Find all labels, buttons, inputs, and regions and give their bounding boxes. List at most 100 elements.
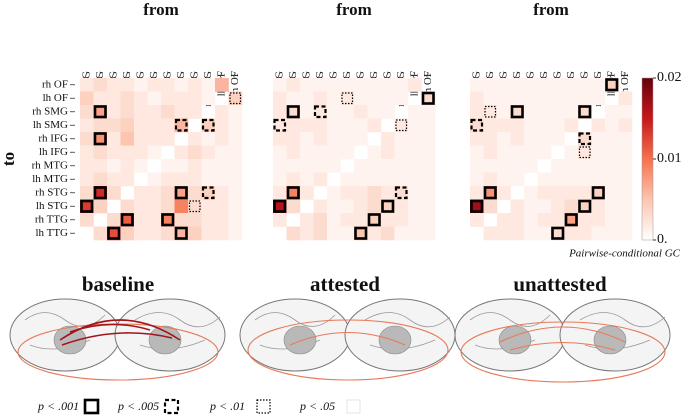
chart-title: from (143, 0, 179, 19)
heatmap-cell (80, 199, 94, 214)
legend-swatch (163, 398, 180, 415)
heatmap-cell (107, 91, 121, 106)
x-tick (331, 72, 335, 78)
heatmap-cell (147, 186, 162, 200)
heatmap-cell (591, 145, 606, 160)
heatmap-cell (605, 118, 619, 133)
x-tick (277, 72, 281, 78)
significance-box (188, 200, 201, 213)
heatmap-cell (93, 172, 108, 187)
heatmap-cell (408, 78, 422, 92)
heatmap-cell (107, 132, 121, 146)
heatmap-cell (354, 105, 368, 119)
heatmap-cell (201, 145, 216, 160)
x-tick (542, 72, 545, 78)
heatmap-cell (551, 186, 565, 200)
heatmap-cell (93, 105, 108, 119)
heatmap-cell (286, 145, 301, 160)
heatmap-cell (591, 226, 606, 241)
heatmap-cell (134, 226, 148, 241)
heatmap-cell (215, 159, 229, 173)
colorbar-tick-label: 0.02 (657, 70, 682, 85)
heatmap-cell (134, 91, 148, 106)
heatmap-cell (286, 118, 301, 133)
heatmap-cell (174, 172, 189, 187)
heatmap-cell (174, 105, 189, 119)
heatmap-cell (510, 172, 525, 187)
heatmap-cell (286, 78, 301, 92)
significance-box (591, 186, 605, 200)
significance-box (510, 105, 524, 119)
significance-box (484, 105, 497, 118)
x-tick (474, 72, 478, 78)
heatmap-cell (93, 118, 108, 133)
heatmap-cell (354, 159, 368, 173)
heatmap-cell (188, 78, 202, 92)
heatmap-cell (354, 91, 368, 106)
heatmap-cell (228, 91, 243, 106)
chart-title: from (336, 0, 372, 19)
heatmap-cell (381, 172, 395, 187)
heatmap-cell (510, 105, 525, 119)
heatmap-cell (367, 159, 382, 173)
heatmap-cell (327, 186, 341, 200)
heatmap-cell (524, 213, 538, 227)
heatmap-cell (327, 78, 341, 92)
heatmap-cell (120, 199, 135, 214)
heatmap-cell (188, 91, 202, 106)
heatmap-cell (524, 91, 538, 106)
heatmap-cell (161, 226, 175, 241)
significance-box (161, 213, 175, 227)
heatmap-cell (286, 226, 301, 241)
significance-box (578, 146, 591, 159)
heatmap-cell (551, 226, 565, 241)
heatmap-cell (421, 186, 436, 200)
heatmap-cell (286, 91, 301, 106)
heatmap-cell (354, 213, 368, 227)
heatmap-cell (188, 226, 202, 241)
heatmap-cell (147, 105, 162, 119)
heatmap-cell (618, 159, 633, 173)
heatmap-cell (327, 213, 341, 227)
heatmap-cell (408, 213, 422, 227)
heatmap-cell (340, 91, 355, 106)
heatmap-cell (564, 78, 579, 92)
heatmap-cell (394, 132, 409, 146)
heatmap-cell (591, 91, 606, 106)
colorbar-label: Pairwise-conditional GC (568, 248, 681, 260)
heatmap-cell (120, 118, 135, 133)
heatmap-cell (215, 186, 229, 200)
heatmap-cell (578, 78, 592, 92)
x-tick (233, 72, 236, 78)
heatmap-cell (340, 78, 355, 92)
colorbar (641, 77, 654, 241)
heatmap-cell (497, 132, 511, 146)
heatmap-cell (470, 145, 484, 160)
heatmap-cell (313, 226, 328, 241)
heatmap-cell (273, 132, 287, 146)
heatmap-cell (408, 226, 422, 241)
heatmap-cell (381, 78, 395, 92)
heatmap-cell (421, 199, 436, 214)
heatmap-cell (483, 105, 498, 119)
heatmap-cell (381, 145, 395, 160)
heatmap-cell (107, 105, 121, 119)
heatmap-cell (80, 91, 94, 106)
heatmap-cell (537, 186, 552, 200)
heatmap-cell (93, 199, 108, 214)
y-tick-label: rh OF (42, 78, 68, 90)
heatmap-cell (605, 213, 619, 227)
heatmap-cell (228, 213, 243, 227)
heatmap-cell (80, 132, 94, 146)
heatmap-cell (618, 145, 633, 160)
x-tick (192, 72, 196, 78)
heatmap-cell (354, 118, 368, 133)
heatmap-cell (591, 213, 606, 227)
heatmap-cell (367, 172, 382, 187)
heatmap-cell (367, 186, 382, 200)
heatmap-cell (228, 199, 243, 214)
heatmap-cell (80, 105, 94, 119)
x-tick (125, 72, 128, 78)
significance-box (470, 199, 484, 213)
heatmap-cell (591, 199, 606, 214)
